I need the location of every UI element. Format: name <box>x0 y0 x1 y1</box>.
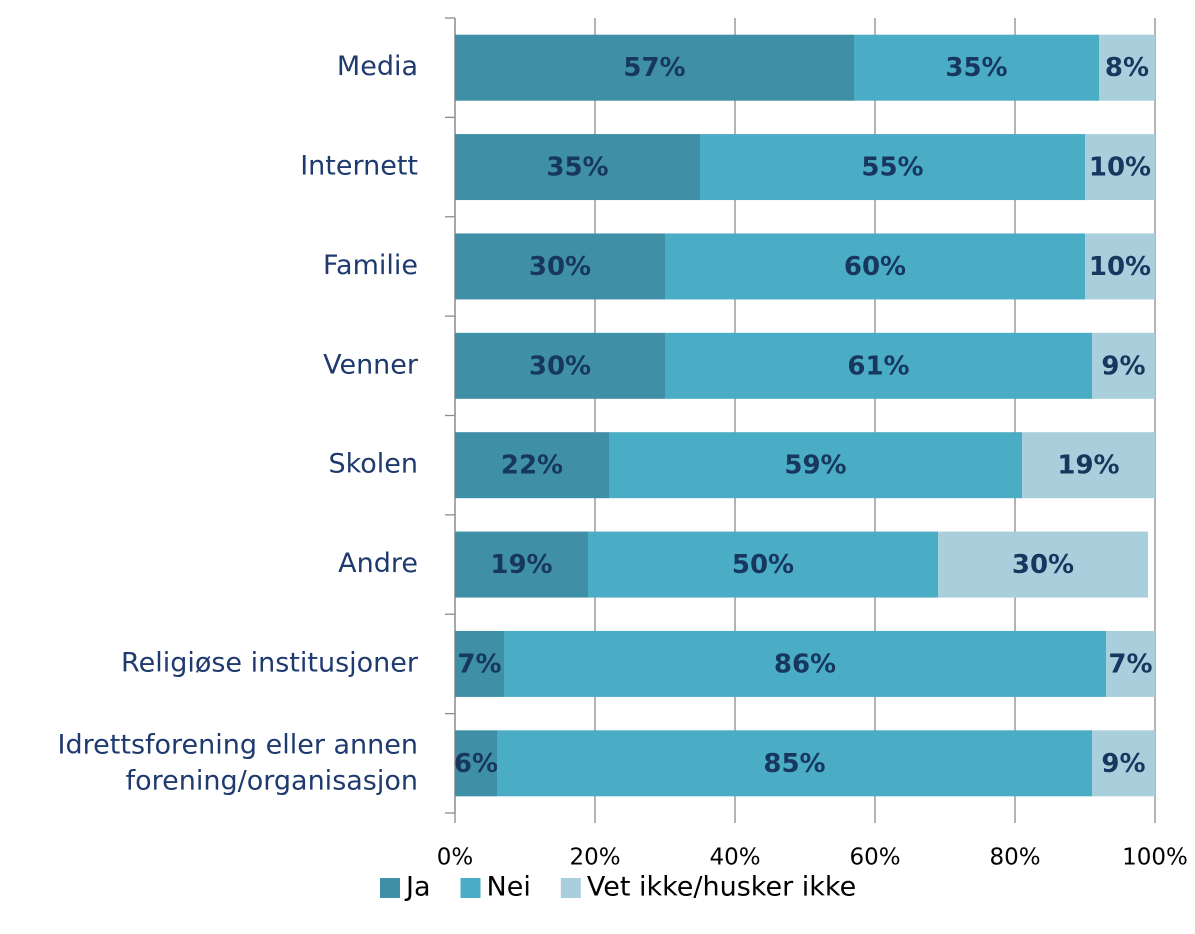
bar-segment <box>1085 233 1155 300</box>
category-label: Idrettsforening eller annen forening/orga… <box>58 729 418 796</box>
category-label: Internett <box>300 151 418 182</box>
bar-segment <box>455 332 665 399</box>
bar-segment <box>455 630 504 697</box>
x-tick-label: 100% <box>1122 845 1188 871</box>
category-label: Familie <box>323 250 418 281</box>
value-label: 50% <box>732 550 794 580</box>
bar-segment <box>588 531 938 598</box>
x-tick-label: 20% <box>569 845 620 871</box>
bar-segment <box>665 332 1092 399</box>
value-label: 9% <box>1101 749 1145 779</box>
bar-segment <box>700 134 1085 201</box>
value-label: 61% <box>847 351 909 381</box>
value-label: 85% <box>763 749 825 779</box>
category-label: Religiøse institusjoner <box>121 647 419 678</box>
bar-segment <box>665 233 1085 300</box>
value-label: 60% <box>844 252 906 282</box>
value-label: 35% <box>945 53 1007 83</box>
x-tick-label: 0% <box>437 845 474 871</box>
category-label: Skolen <box>328 449 418 480</box>
bar-segment <box>1092 730 1155 797</box>
value-label: 6% <box>454 749 498 779</box>
category-label: Venner <box>323 349 419 380</box>
value-label: 8% <box>1105 53 1149 83</box>
value-label: 59% <box>784 451 846 481</box>
bar-segment <box>1099 34 1155 101</box>
bar-segment <box>455 233 665 300</box>
bar-segment <box>854 34 1099 101</box>
bar-segment <box>455 730 497 797</box>
bar-segment <box>455 432 609 499</box>
value-label: 55% <box>861 153 923 183</box>
bar-segment <box>609 432 1022 499</box>
x-tick-label: 80% <box>989 845 1040 871</box>
value-label: 57% <box>623 53 685 83</box>
category-label: Media <box>337 51 418 82</box>
legend-swatch <box>460 878 481 898</box>
value-label: 7% <box>1108 649 1152 679</box>
category-label-line: Idrettsforening eller annen <box>58 729 418 760</box>
bar-segment <box>497 730 1092 797</box>
legend-swatch <box>560 878 581 898</box>
category-label-line: forening/organisasjon <box>126 765 418 796</box>
bar-segment <box>1106 630 1155 697</box>
legend-label: Nei <box>487 872 531 903</box>
value-label: 86% <box>774 649 836 679</box>
bar-segment <box>455 34 854 101</box>
x-tick-label: 40% <box>709 845 760 871</box>
value-label: 10% <box>1089 252 1151 282</box>
value-label: 22% <box>501 451 563 481</box>
bar-segment <box>1092 332 1155 399</box>
bar-segment <box>1085 134 1155 201</box>
legend-label: Ja <box>404 872 431 903</box>
legend-swatch <box>380 878 400 898</box>
bar-segment <box>504 630 1106 697</box>
value-label: 10% <box>1089 153 1151 183</box>
value-label: 30% <box>529 252 591 282</box>
value-label: 19% <box>1057 451 1119 481</box>
category-label: Andre <box>338 548 418 579</box>
legend-label: Vet ikke/husker ikke <box>587 872 856 903</box>
value-label: 9% <box>1101 351 1145 381</box>
value-label: 35% <box>546 153 608 183</box>
x-tick-label: 60% <box>849 845 900 871</box>
bar-segment <box>455 531 588 598</box>
bar-segment <box>455 134 700 201</box>
value-label: 19% <box>490 550 552 580</box>
bar-segment <box>1022 432 1155 499</box>
bar-segment <box>938 531 1148 598</box>
value-label: 30% <box>1012 550 1074 580</box>
value-label: 30% <box>529 351 591 381</box>
value-label: 7% <box>457 649 501 679</box>
